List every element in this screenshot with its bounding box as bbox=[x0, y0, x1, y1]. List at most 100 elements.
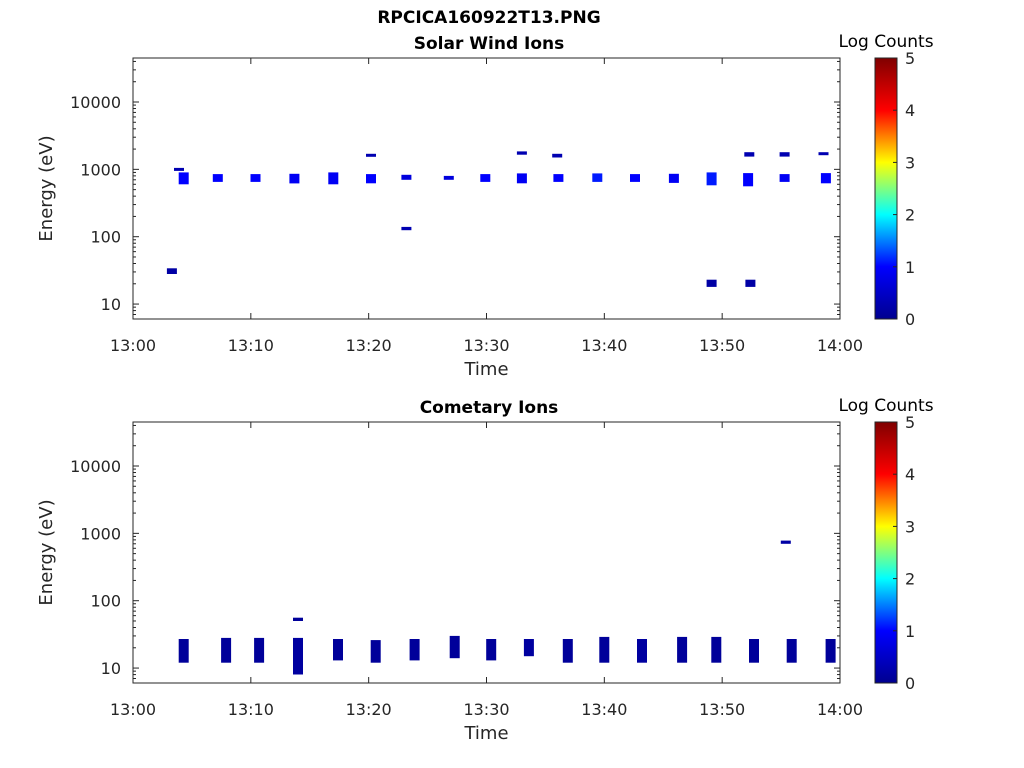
colorbar-tick-label: 5 bbox=[905, 413, 915, 432]
data-blob bbox=[254, 637, 265, 663]
data-blob bbox=[553, 174, 564, 182]
data-blob bbox=[711, 636, 722, 663]
data-blob bbox=[637, 639, 647, 663]
data-blob bbox=[516, 151, 527, 155]
data-blob bbox=[401, 174, 412, 180]
data-blob bbox=[250, 174, 261, 182]
y-tick-label: 10000 bbox=[70, 457, 121, 476]
data-blob bbox=[174, 167, 184, 171]
data-blob bbox=[486, 639, 497, 661]
data-blob bbox=[328, 172, 339, 185]
data-blob bbox=[480, 174, 491, 182]
panel-title: Cometary Ions bbox=[420, 398, 559, 418]
x-tick-label: 13:10 bbox=[228, 336, 274, 355]
data-blob bbox=[516, 173, 527, 184]
colorbar-label: Log Counts bbox=[838, 396, 933, 416]
y-tick-label: 10 bbox=[101, 659, 121, 678]
data-blob bbox=[221, 637, 232, 663]
x-tick-label: 13:50 bbox=[699, 700, 745, 719]
colorbar-tick-label: 3 bbox=[905, 153, 915, 172]
x-tick-label: 13:00 bbox=[110, 336, 156, 355]
x-axis-label: Time bbox=[463, 359, 508, 380]
data-blob bbox=[745, 279, 756, 287]
data-blobs bbox=[166, 151, 831, 287]
data-blob bbox=[592, 173, 603, 182]
x-tick-label: 14:00 bbox=[817, 700, 863, 719]
plot-frame bbox=[132, 57, 841, 320]
colorbar-tick-label: 0 bbox=[905, 310, 915, 329]
colorbar bbox=[874, 421, 898, 684]
x-tick-label: 14:00 bbox=[817, 336, 863, 355]
x-tick-label: 13:30 bbox=[463, 336, 509, 355]
data-blob bbox=[749, 639, 759, 663]
x-tick-label: 13:20 bbox=[346, 700, 392, 719]
data-blob bbox=[443, 175, 454, 180]
data-blob bbox=[289, 173, 300, 184]
y-tick-label: 1000 bbox=[80, 160, 121, 179]
data-blob bbox=[744, 152, 755, 157]
data-blob bbox=[370, 640, 381, 663]
data-blob bbox=[743, 173, 754, 187]
colorbar-tick-label: 4 bbox=[905, 101, 915, 120]
x-tick-label: 13:30 bbox=[463, 700, 509, 719]
data-blob bbox=[562, 639, 573, 663]
y-tick-label: 100 bbox=[90, 592, 121, 611]
y-axis-label: Energy (eV) bbox=[36, 135, 57, 241]
y-axis-label: Energy (eV) bbox=[36, 499, 57, 605]
y-tick-label: 1000 bbox=[80, 524, 121, 543]
cometary-ions-panel: 13:00 13:10 13:20 13:30 13:40 13:50 14:0010100… bbox=[36, 396, 934, 744]
data-blob bbox=[668, 173, 679, 183]
data-blob bbox=[630, 174, 640, 182]
data-blob bbox=[333, 639, 343, 661]
data-blob bbox=[599, 636, 610, 663]
data-blob bbox=[523, 639, 534, 657]
data-blob bbox=[293, 617, 303, 621]
data-blob bbox=[293, 637, 303, 675]
data-blob bbox=[706, 172, 717, 186]
data-blob bbox=[449, 635, 460, 659]
x-tick-label: 13:20 bbox=[346, 336, 392, 355]
x-tick-label: 13:50 bbox=[699, 336, 745, 355]
colorbar-label: Log Counts bbox=[838, 32, 933, 52]
data-blob bbox=[178, 639, 189, 663]
colorbar-tick-label: 4 bbox=[905, 465, 915, 484]
x-tick-label: 13:40 bbox=[581, 336, 627, 355]
data-blob bbox=[366, 153, 376, 157]
y-tick-label: 10000 bbox=[70, 93, 121, 112]
colorbar bbox=[874, 57, 898, 320]
y-tick-label: 10 bbox=[101, 295, 121, 314]
panel-title: Solar Wind Ions bbox=[414, 34, 565, 54]
colorbar-tick-label: 3 bbox=[905, 517, 915, 536]
data-blob bbox=[786, 639, 797, 663]
colorbar-tick-label: 5 bbox=[905, 49, 915, 68]
data-blob bbox=[820, 173, 831, 184]
colorbar-tick-label: 1 bbox=[905, 622, 915, 641]
data-blob bbox=[779, 152, 790, 157]
colorbar-tick-label: 2 bbox=[905, 570, 915, 589]
colorbar-tick-label: 2 bbox=[905, 206, 915, 225]
data-blob bbox=[409, 639, 420, 661]
data-blob bbox=[780, 540, 791, 544]
data-blob bbox=[677, 636, 688, 663]
data-blob bbox=[779, 174, 790, 182]
data-blob bbox=[818, 152, 829, 156]
x-tick-label: 13:40 bbox=[581, 700, 627, 719]
x-axis-label: Time bbox=[463, 723, 508, 744]
data-blob bbox=[706, 279, 717, 287]
x-tick-label: 13:00 bbox=[110, 700, 156, 719]
data-blob bbox=[552, 153, 563, 158]
data-blob bbox=[166, 268, 177, 274]
colorbar-tick-label: 1 bbox=[905, 258, 915, 277]
data-blob bbox=[401, 226, 412, 231]
colorbar-tick-label: 0 bbox=[905, 674, 915, 693]
y-tick-label: 100 bbox=[90, 228, 121, 247]
figure-title: RPCICA160922T13.PNG bbox=[377, 8, 601, 28]
data-blobs bbox=[178, 540, 836, 675]
solar-wind-ions-panel: 13:00 13:10 13:20 13:30 13:40 13:50 14:0010100… bbox=[36, 32, 934, 380]
x-tick-label: 13:10 bbox=[228, 700, 274, 719]
data-blob bbox=[178, 172, 189, 185]
data-blob bbox=[366, 174, 376, 184]
data-blob bbox=[825, 639, 836, 663]
data-blob bbox=[212, 174, 223, 182]
